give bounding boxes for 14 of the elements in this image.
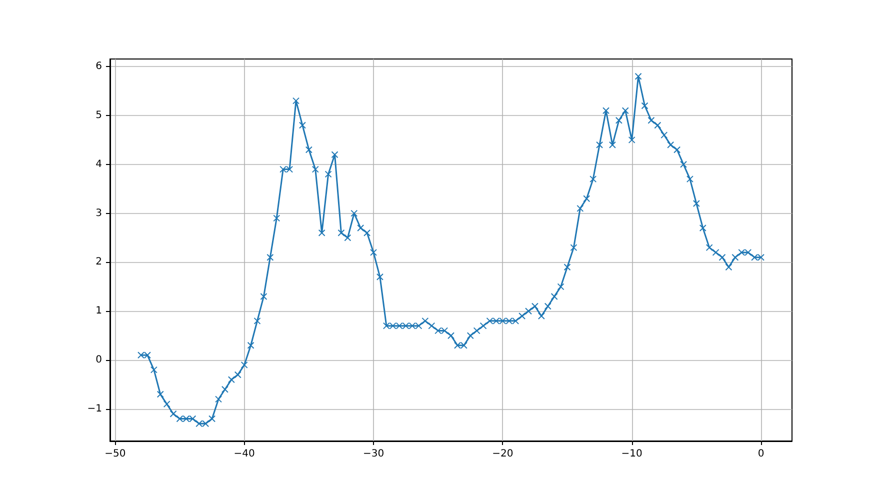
y-tick-label: 4 bbox=[96, 158, 102, 170]
y-tick-label: 6 bbox=[96, 61, 102, 72]
y-tick-label: −1 bbox=[87, 403, 102, 414]
x-tick-label: −10 bbox=[621, 448, 642, 460]
y-tick-label: 0 bbox=[96, 354, 102, 366]
x-tick-label: −30 bbox=[362, 448, 384, 460]
y-tick-label: 3 bbox=[96, 208, 102, 219]
y-tick-label: 2 bbox=[96, 256, 102, 268]
x-tick-label: −50 bbox=[104, 448, 126, 460]
y-tick-label: 1 bbox=[96, 306, 102, 317]
y-tick-label: 5 bbox=[96, 110, 102, 121]
x-tick-label: −40 bbox=[234, 448, 255, 460]
x-tick-label: 0 bbox=[758, 448, 764, 460]
x-tick-label: −20 bbox=[492, 448, 514, 460]
